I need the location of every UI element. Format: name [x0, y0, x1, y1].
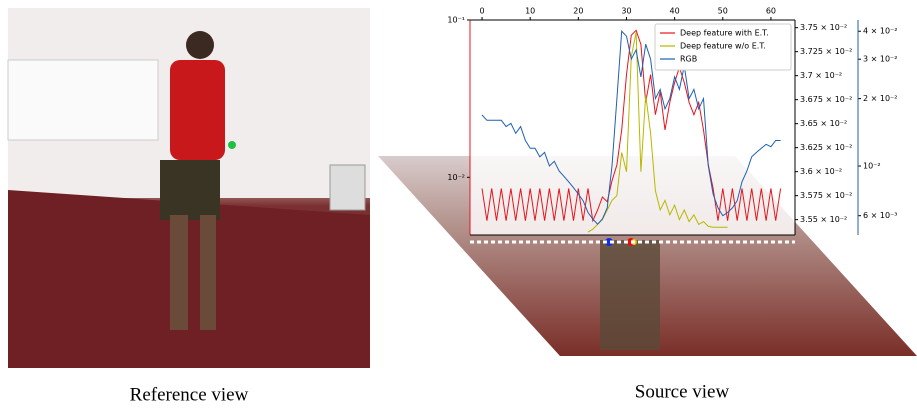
y3-tick-label: 4 × 10⁻² — [863, 27, 898, 36]
y2-tick-label: 3.625 × 10⁻² — [800, 143, 852, 152]
y2-tick-label: 3.675 × 10⁻² — [800, 95, 852, 104]
x-tick-label: 0 — [479, 7, 484, 16]
legend-label: RGB — [680, 55, 697, 64]
x-tick-label: 30 — [621, 7, 631, 16]
y2-tick-label: 3.575 × 10⁻² — [800, 191, 852, 200]
chart: 0 10 20 30 40 50 60 10⁻¹ 10⁻² 3.55 × 10⁻² 3.575 × … — [447, 7, 898, 233]
y3-tick-label: 2 × 10⁻² — [863, 94, 898, 103]
y2-tick-label: 3.65 × 10⁻² — [800, 119, 847, 128]
y-tick-label: 10⁻² — [447, 173, 465, 182]
caption: Source view — [635, 381, 730, 402]
legend-label: Deep feature with E.T. — [680, 29, 769, 38]
y2-tick-label: 3.55 × 10⁻² — [800, 215, 847, 224]
caption: Reference view — [130, 384, 249, 405]
y2-tick-label: 3.725 × 10⁻² — [800, 47, 852, 56]
x-tick-label: 20 — [573, 7, 583, 16]
series-line — [481, 30, 781, 225]
y3-tick-label: 10⁻² — [863, 162, 881, 171]
series-line — [481, 29, 782, 223]
y3-tick-label: 6 × 10⁻³ — [863, 211, 898, 220]
x-tick-label: 50 — [718, 7, 728, 16]
y2-tick-label: 3.6 × 10⁻² — [800, 167, 842, 176]
reference-photo — [7, 8, 370, 368]
x-tick-label: 10 — [525, 7, 535, 16]
y2-tick-label: 3.75 × 10⁻² — [800, 23, 847, 32]
legend-label: Deep feature w/o E.T. — [680, 42, 766, 51]
legend-box — [654, 23, 792, 71]
y2-tick-label: 3.7 × 10⁻² — [800, 71, 842, 80]
y-tick-label: 10⁻¹ — [447, 16, 465, 25]
y3-tick-label: 3 × 10⁻² — [863, 55, 898, 64]
x-tick-label: 60 — [766, 7, 776, 16]
series-line — [587, 32, 728, 233]
x-tick-label: 40 — [670, 7, 680, 16]
